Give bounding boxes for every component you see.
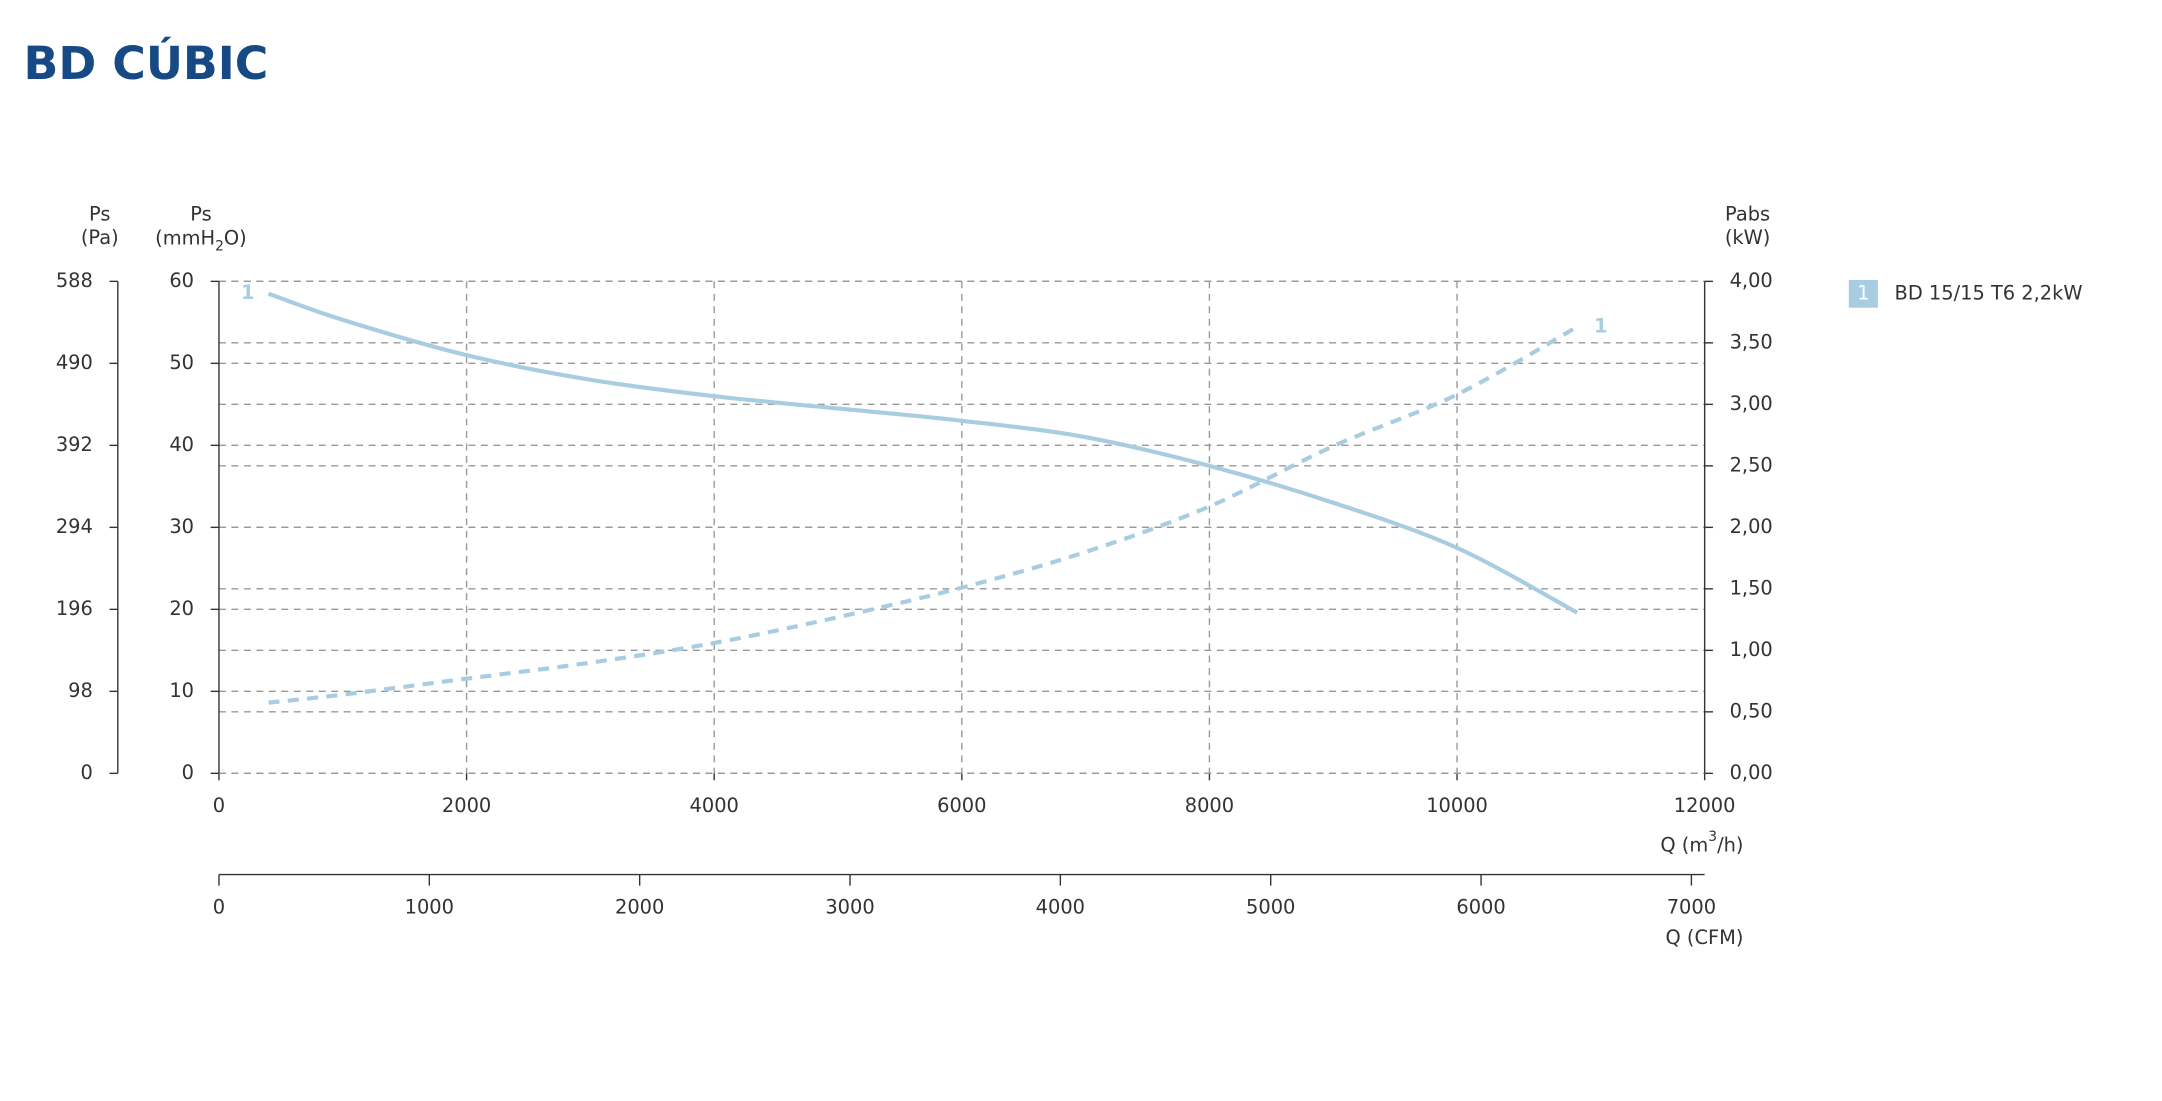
ypa-tick-label: 0: [81, 761, 93, 784]
ypa-tick-label: 294: [56, 515, 93, 538]
x-tick-label: 6000: [937, 794, 986, 817]
x-axis-title: Q (m3/h): [1660, 829, 1743, 856]
y-tick-label: 40: [169, 433, 194, 456]
y2-tick-label: 1,50: [1730, 576, 1773, 599]
y-tick-label: 50: [169, 351, 194, 374]
y-tick-label: 30: [169, 515, 194, 538]
x-axis-title-part: /h): [1717, 833, 1743, 856]
y-axis-title-part: O): [224, 226, 247, 249]
y2-tick-label: 4,00: [1730, 269, 1773, 292]
y2-tick-label: 2,50: [1730, 453, 1773, 476]
ypa-tick-label: 588: [56, 269, 93, 292]
curve-label: 1: [241, 281, 255, 304]
curve-label: 1: [1594, 314, 1608, 337]
x-tick-label: 12000: [1674, 794, 1736, 817]
x2-axis-title: Q (CFM): [1665, 926, 1743, 949]
y-tick-label: 20: [169, 597, 194, 620]
ypa-tick-label: 196: [56, 597, 93, 620]
y2-axis-title: Pabs: [1725, 202, 1770, 225]
y2-tick-label: 3,50: [1730, 330, 1773, 353]
x2-tick-label: 4000: [1036, 895, 1085, 918]
x-axis-title-sup: 3: [1708, 829, 1717, 845]
curve: [268, 325, 1579, 705]
y-axis-title-sub: 2: [215, 239, 224, 255]
x-tick-label: 10000: [1426, 794, 1488, 817]
ypa-tick-label: 98: [68, 679, 93, 702]
x2-tick-label: 3000: [825, 895, 874, 918]
legend-label: BD 15/15 T6 2,2kW: [1895, 281, 2083, 304]
y2-tick-label: 0,00: [1730, 761, 1773, 784]
x-axis-title-part: Q (m: [1660, 833, 1708, 856]
x-tick-label: 0: [213, 794, 225, 817]
x2-tick-label: 7000: [1667, 895, 1716, 918]
y-tick-label: 10: [169, 679, 194, 702]
legend-swatch: [1848, 279, 1878, 308]
y2-axis-title: (kW): [1725, 226, 1771, 249]
x2-tick-label: 0: [213, 895, 225, 918]
x2-tick-label: 5000: [1246, 895, 1295, 918]
x2-tick-label: 1000: [405, 895, 454, 918]
x-tick-label: 4000: [690, 794, 739, 817]
curve: [267, 291, 1579, 615]
legend-number: 1: [1857, 281, 1869, 304]
y-tick-label: 60: [169, 269, 194, 292]
y-axis-title: (mmH2O): [155, 226, 247, 255]
y-axis-title-part: (mmH: [155, 226, 215, 249]
y2-tick-label: 0,50: [1730, 699, 1773, 722]
ypa-tick-label: 392: [56, 433, 93, 456]
x-tick-label: 2000: [442, 794, 491, 817]
y2-tick-label: 2,00: [1730, 515, 1773, 538]
y-tick-label: 0: [182, 761, 194, 784]
y2-tick-label: 1,00: [1730, 638, 1773, 661]
chart-title: BD CÚBIC: [24, 36, 269, 90]
x2-tick-label: 6000: [1456, 895, 1505, 918]
y-axis-title: Ps: [190, 202, 211, 225]
x2-tick-label: 2000: [615, 895, 664, 918]
ypa-axis-title: (Pa): [81, 226, 119, 249]
ypa-axis-title: Ps: [89, 202, 110, 225]
x-tick-label: 8000: [1185, 794, 1234, 817]
ypa-tick-label: 490: [56, 351, 93, 374]
y2-tick-label: 3,00: [1730, 392, 1773, 415]
